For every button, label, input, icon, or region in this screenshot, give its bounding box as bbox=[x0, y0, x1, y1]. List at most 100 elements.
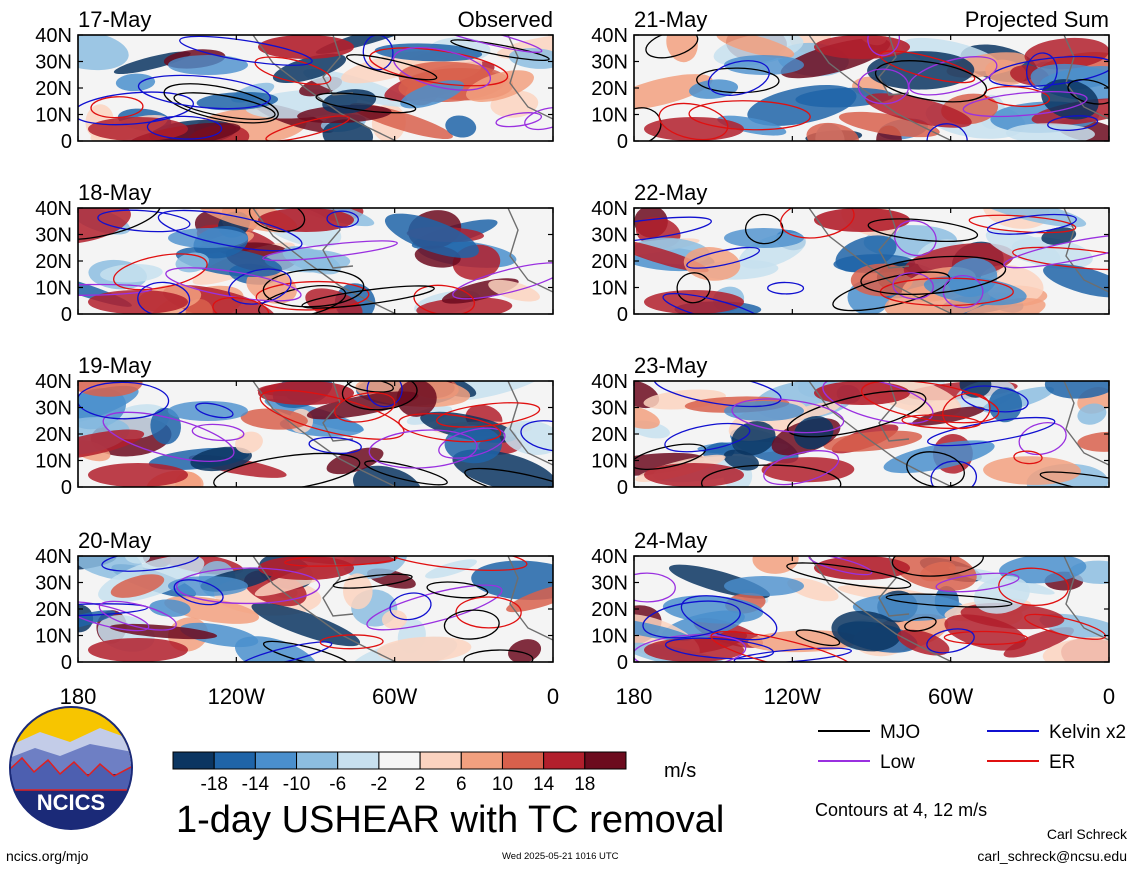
panel-22-May: 0 10N 20N 30N 40N 22-May bbox=[591, 180, 1110, 326]
wave-contours bbox=[78, 556, 534, 662]
y-tick-label: 30N bbox=[35, 573, 72, 595]
y-tick-label: 0 bbox=[61, 477, 72, 499]
contour-legend: MJO Kelvin x2 Low ER bbox=[818, 722, 1126, 773]
colorbar-tick-label: -2 bbox=[370, 774, 387, 795]
x-tick-label: 0 bbox=[1103, 684, 1115, 709]
legend-label: Kelvin x2 bbox=[1049, 722, 1126, 743]
x-tick-label: 60W bbox=[928, 684, 973, 709]
footer-timestamp: Wed 2025-05-21 1016 UTC bbox=[502, 851, 619, 862]
contour-note: Contours at 4, 12 m/s bbox=[815, 800, 988, 820]
coastline bbox=[252, 381, 553, 487]
panel-23-May: 0 10N 20N 30N 40N 23-May bbox=[591, 353, 1110, 499]
panel-date-label: 19-May bbox=[78, 353, 151, 378]
x-tick-label: 180 bbox=[60, 684, 97, 709]
colorbar-swatch bbox=[213, 751, 256, 770]
x-tick-label: 60W bbox=[372, 684, 417, 709]
y-tick-label: 20N bbox=[591, 424, 628, 446]
panel-date-label: 23-May bbox=[634, 353, 707, 378]
y-tick-label: 40N bbox=[35, 25, 72, 47]
y-tick-label: 0 bbox=[617, 652, 628, 674]
y-tick-label: 10N bbox=[35, 105, 72, 127]
colorbar-units: m/s bbox=[664, 760, 697, 782]
credit-email[interactable]: carl_schreck@ncsu.edu bbox=[977, 848, 1127, 864]
anomaly-field bbox=[78, 381, 553, 487]
panel-21-May: 0 10N 20N 30N 40N 21-May Projected Sum bbox=[591, 7, 1110, 153]
y-tick-label: 30N bbox=[35, 52, 72, 74]
y-tick-label: 40N bbox=[35, 371, 72, 393]
y-tick-label: 0 bbox=[617, 131, 628, 153]
y-tick-label: 20N bbox=[591, 599, 628, 621]
x-tick-label: 120W bbox=[764, 684, 822, 709]
x-tick-label: 120W bbox=[208, 684, 266, 709]
y-tick-label: 20N bbox=[35, 251, 72, 273]
wave-contours bbox=[78, 35, 553, 141]
colorbar-tick-label: -14 bbox=[242, 774, 270, 795]
wave-contours bbox=[634, 35, 1109, 141]
colorbar-tick-label: 10 bbox=[492, 774, 513, 795]
y-tick-label: 10N bbox=[591, 105, 628, 127]
colorbar-swatch bbox=[172, 751, 215, 770]
anomaly-field bbox=[634, 208, 1109, 314]
y-tick-label: 30N bbox=[591, 52, 628, 74]
wave-contours bbox=[78, 208, 553, 314]
wave-contours bbox=[634, 208, 1109, 314]
logo-text: NCICS bbox=[37, 790, 105, 815]
coastline bbox=[808, 556, 1109, 662]
y-tick-label: 30N bbox=[591, 225, 628, 247]
y-tick-label: 20N bbox=[35, 599, 72, 621]
y-tick-label: 0 bbox=[61, 304, 72, 326]
anomaly-field bbox=[634, 381, 1109, 487]
y-tick-label: 0 bbox=[617, 304, 628, 326]
colorbar-tick-label: -6 bbox=[329, 774, 346, 795]
colorbar-swatch bbox=[460, 751, 503, 770]
colorbar-swatch bbox=[543, 751, 586, 770]
legend-label: Low bbox=[880, 752, 915, 773]
colorbar-swatch bbox=[419, 751, 462, 770]
wave-contours bbox=[78, 381, 553, 487]
x-tick-label: 180 bbox=[616, 684, 653, 709]
y-tick-label: 10N bbox=[35, 626, 72, 648]
legend-label: MJO bbox=[880, 722, 920, 743]
panel-date-label: 21-May bbox=[634, 7, 707, 32]
y-tick-label: 10N bbox=[591, 626, 628, 648]
panel-date-label: 22-May bbox=[634, 180, 707, 205]
colorbar-tick-label: 18 bbox=[574, 774, 595, 795]
y-tick-label: 40N bbox=[35, 546, 72, 568]
x-tick-label: 0 bbox=[547, 684, 559, 709]
colorbar-swatch bbox=[296, 751, 339, 770]
colorbar: -18 -14 -10 -6 -2 2 6 10 14 18 bbox=[172, 751, 627, 795]
colorbar-swatch bbox=[337, 751, 380, 770]
panel-date-label: 20-May bbox=[78, 528, 151, 553]
colorbar-swatch bbox=[378, 751, 421, 770]
anomaly-field bbox=[634, 35, 1109, 141]
panel-19-May: 0 10N 20N 30N 40N 19-May bbox=[35, 353, 554, 499]
y-tick-label: 20N bbox=[591, 251, 628, 273]
y-tick-label: 20N bbox=[35, 78, 72, 100]
y-tick-label: 10N bbox=[591, 451, 628, 473]
colorbar-tick-label: 14 bbox=[533, 774, 555, 795]
wave-contours bbox=[634, 381, 1109, 487]
panel-24-May: 0 10N 20N 30N 40N 180 120W 60W 0 24-May bbox=[591, 528, 1115, 709]
colorbar-tick-label: -18 bbox=[200, 774, 227, 795]
panels-layer: 0 10N 20N 30N 40N 17-May Observed 0 10N 20N 30N 40N… bbox=[35, 7, 1115, 709]
y-tick-label: 10N bbox=[35, 451, 72, 473]
y-tick-label: 0 bbox=[61, 131, 72, 153]
y-tick-label: 40N bbox=[591, 25, 628, 47]
colorbar-tick-label: 2 bbox=[415, 774, 426, 795]
y-tick-label: 30N bbox=[591, 398, 628, 420]
y-tick-label: 30N bbox=[35, 398, 72, 420]
anomaly-field bbox=[634, 556, 1109, 662]
footer-url[interactable]: ncics.org/mjo bbox=[6, 848, 89, 864]
y-tick-label: 10N bbox=[35, 278, 72, 300]
y-tick-label: 0 bbox=[617, 477, 628, 499]
y-tick-label: 20N bbox=[591, 78, 628, 100]
colorbar-swatch bbox=[254, 751, 298, 770]
legend-label: ER bbox=[1049, 752, 1075, 773]
panel-20-May: 0 10N 20N 30N 40N 180 120W 60W 0 20-May bbox=[35, 528, 559, 709]
colorbar-tick-label: 6 bbox=[456, 774, 467, 795]
panel-18-May: 0 10N 20N 30N 40N 18-May bbox=[35, 180, 554, 326]
credit-author: Carl Schreck bbox=[1046, 826, 1127, 842]
ncics-logo: NCICS bbox=[9, 706, 133, 830]
panel-column-label: Observed bbox=[458, 7, 553, 32]
colorbar-swatch bbox=[501, 751, 545, 770]
